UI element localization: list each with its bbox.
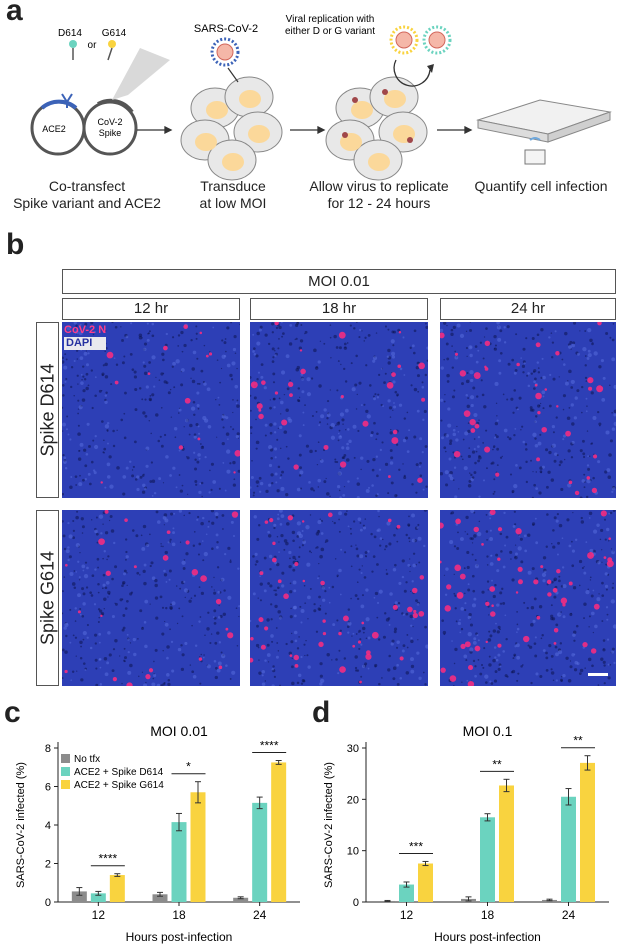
stain-dapi-label: DAPI xyxy=(64,337,107,350)
y-tick-label: 6 xyxy=(45,782,51,794)
y-tick-label: 20 xyxy=(347,794,359,806)
micrograph-d614-12hr xyxy=(62,322,240,498)
bar xyxy=(418,863,433,902)
moi-header: MOI 0.01 xyxy=(62,269,616,294)
y-axis-label: SARS-CoV-2 infected (%) xyxy=(15,762,27,888)
y-axis-label: SARS-CoV-2 infected (%) xyxy=(323,762,335,888)
plasmid-ace2-icon xyxy=(30,93,86,156)
time-header-18: 18 hr xyxy=(250,298,428,320)
variant-g-label: G614 xyxy=(102,28,127,39)
insert-funnel-icon xyxy=(112,48,170,100)
spike-plasmid-label-1: CoV-2 xyxy=(97,117,122,127)
y-tick-label: 10 xyxy=(347,846,359,858)
x-axis-label: Hours post-infection xyxy=(434,930,541,944)
bar xyxy=(252,802,268,902)
chart-title: MOI 0.01 xyxy=(150,723,208,739)
spike-variant-icons xyxy=(69,40,116,61)
time-header-12: 12 hr xyxy=(62,298,240,320)
panel-c-label: c xyxy=(4,696,21,729)
step1-caption: Co-transfect Spike variant and ACE2 xyxy=(13,178,161,211)
step2-caption: Transduce at low MOI xyxy=(199,178,267,211)
micrograph-g614-12hr xyxy=(62,510,240,686)
x-tick-label: 24 xyxy=(253,908,267,922)
significance-label: **** xyxy=(98,852,117,866)
x-tick-label: 12 xyxy=(92,908,106,922)
x-tick-label: 18 xyxy=(481,908,495,922)
scale-bar xyxy=(588,673,608,676)
virus-label: SARS-CoV-2 xyxy=(194,23,258,35)
micrograph-g614-18hr xyxy=(250,510,428,686)
ace2-plasmid-label: ACE2 xyxy=(42,124,66,134)
variant-d-label: D614 xyxy=(58,28,82,39)
chart-title: MOI 0.1 xyxy=(463,723,513,739)
bar xyxy=(152,894,168,902)
variant-or-label: or xyxy=(88,40,98,51)
significance-label: **** xyxy=(260,739,279,753)
replication-cycle-arrow xyxy=(393,59,431,87)
step4-caption: Quantify cell infection xyxy=(474,178,608,194)
virus-icon xyxy=(210,37,240,67)
bar xyxy=(271,762,287,902)
bar xyxy=(399,884,414,902)
y-tick-label: 0 xyxy=(45,897,51,909)
significance-label: * xyxy=(186,760,191,774)
x-tick-label: 12 xyxy=(400,908,414,922)
bar xyxy=(90,893,106,902)
y-tick-label: 2 xyxy=(45,859,51,871)
legend-label: No tfx xyxy=(74,754,100,765)
spike-plasmid-label-2: Spike xyxy=(99,128,122,138)
virus-variant-icons xyxy=(389,25,452,55)
significance-label: *** xyxy=(409,839,423,853)
bar xyxy=(499,785,514,902)
row-label-d614: Spike D614 xyxy=(36,322,59,498)
micrograph-d614-18hr xyxy=(250,322,428,498)
bar xyxy=(109,875,125,902)
y-tick-label: 4 xyxy=(45,820,51,832)
cell-cluster-replicate xyxy=(325,76,428,181)
y-tick-label: 8 xyxy=(45,743,51,755)
x-tick-label: 18 xyxy=(172,908,186,922)
replication-note-2: either D or G variant xyxy=(285,26,375,37)
legend-swatch xyxy=(61,780,70,789)
x-axis-label: Hours post-infection xyxy=(126,930,233,944)
legend-label: ACE2 + Spike D614 xyxy=(74,767,164,778)
panel-a-label: a xyxy=(6,0,23,27)
legend-swatch xyxy=(61,767,70,776)
cell-cluster-transduce xyxy=(180,76,283,181)
legend-label: ACE2 + Spike G614 xyxy=(74,780,164,791)
bar xyxy=(580,762,595,902)
flow-arrows xyxy=(137,125,473,135)
x-tick-label: 24 xyxy=(562,908,576,922)
chart-d: MOI 0.1 SARS-CoV-2 infected (%) Hours post… xyxy=(323,723,609,944)
significance-label: ** xyxy=(492,757,502,771)
time-header-24: 24 hr xyxy=(440,298,616,320)
micrograph-g614-24hr xyxy=(440,510,616,686)
bar xyxy=(190,792,206,902)
step3-caption: Allow virus to replicate for 12 - 24 hour… xyxy=(309,178,449,211)
y-tick-label: 30 xyxy=(347,743,359,755)
bar xyxy=(561,796,576,902)
plasmid-spike-icon xyxy=(82,98,138,156)
y-tick-label: 0 xyxy=(353,897,359,909)
bar xyxy=(480,817,495,902)
bar xyxy=(171,822,187,902)
legend-swatch xyxy=(61,754,70,763)
well-plate-icon xyxy=(476,99,612,165)
bar xyxy=(71,891,87,902)
significance-label: ** xyxy=(573,734,583,748)
bar xyxy=(233,897,249,902)
chart-c: MOI 0.01 SARS-CoV-2 infected (%) Hours pos… xyxy=(15,723,300,944)
replication-note-1: Viral replication with xyxy=(286,14,375,25)
stain-legend: CoV-2 N DAPI xyxy=(64,324,107,350)
panel-a-schematic: ACE2 CoV-2 Spike D614 or G614 SARS-CoV-2… xyxy=(30,14,612,181)
panel-b-label: b xyxy=(6,228,25,261)
row-label-g614: Spike G614 xyxy=(36,510,59,686)
micrograph-d614-24hr xyxy=(440,322,616,498)
panel-d-label: d xyxy=(312,696,331,729)
stain-n-label: CoV-2 N xyxy=(64,324,107,336)
